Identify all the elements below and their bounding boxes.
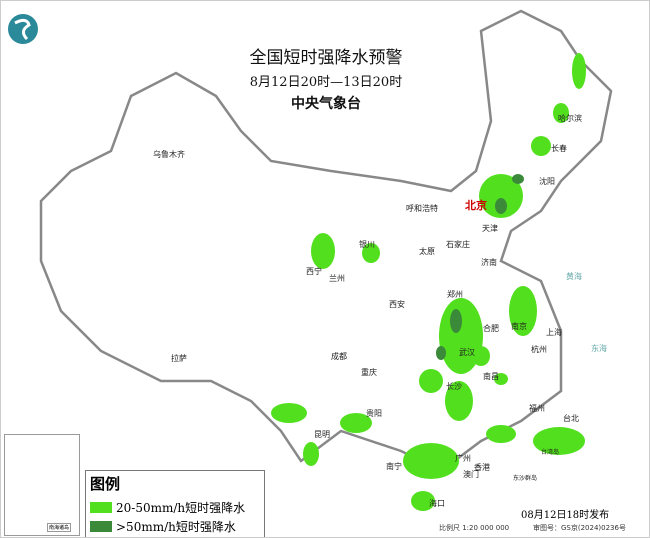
city-label: 台北 [563,414,579,423]
legend-label: >50mm/h短时强降水 [116,520,236,534]
city-label: 香港 [474,463,490,472]
rain-area [479,174,523,218]
legend-swatch [90,521,112,532]
review-number: 审图号：GS京(2024)0236号 [533,524,626,532]
legend-item: 20-50mm/h短时强降水 [90,499,245,516]
city-label: 沈阳 [539,177,555,186]
issuer: 中央气象台 [291,96,361,112]
rain-areas-20-50 [271,53,586,511]
sea-label: 东海 [591,344,607,353]
rain-area [553,103,569,123]
city-label: 杭州 [531,345,547,354]
rain-area [340,413,372,433]
map-scale: 比例尺 1:20 000 000 [439,524,510,532]
city-label: 武汉 [459,348,475,357]
city-label: 北京 [465,199,487,212]
city-label: 石家庄 [446,240,470,249]
rain-area [362,243,380,263]
rain-area [472,346,490,366]
city-label: 长沙 [446,382,462,391]
logo-icon [8,14,38,44]
rain-area [495,198,507,214]
city-label: 长春 [551,144,567,153]
city-label: 银川 [359,240,375,249]
rain-area [311,233,335,269]
legend-swatch [90,502,112,513]
rain-area [403,443,459,479]
city-label: 澳门 [463,470,479,479]
rain-area [445,381,473,421]
city-label: 哈尔滨 [558,114,582,123]
legend-label: 20-50mm/h短时强降水 [116,501,246,515]
rain-area [436,346,446,360]
city-label: 乌鲁木齐 [153,150,185,159]
city-label: 兰州 [329,274,345,283]
rain-area [509,286,537,336]
south-china-sea-inset: 南海诸岛 [4,434,80,536]
rain-area [572,53,586,89]
legend-item: >50mm/h短时强降水 [90,518,236,535]
city-label: 昆明 [314,430,330,439]
city-label: 重庆 [361,368,377,377]
rain-area [411,491,435,511]
city-label: 福州 [529,404,545,413]
city-label: 海口 [429,499,445,508]
city-label: 南宁 [386,462,402,471]
rain-area [531,136,551,156]
city-label: 天津 [482,224,498,233]
city-label: 南京 [511,322,527,331]
city-label: 西宁 [306,267,322,276]
rain-area [450,309,462,333]
city-label: 上海 [546,328,562,337]
island-label: 东沙群岛 [513,475,538,482]
rain-area [303,442,319,466]
city-label: 南昌 [483,372,499,381]
city-label: 贵阳 [366,409,382,418]
city-label: 广州 [455,454,471,463]
rain-area [512,174,524,184]
sea-label: 黄海 [566,272,582,281]
publish-time: 08月12日18时发布 [521,510,610,521]
map-title: 全国短时强降水预警 [249,48,403,68]
inset-label: 南海诸岛 [47,523,72,532]
island-label: 台湾岛 [541,449,560,456]
legend-title: 图例 [90,475,121,493]
city-label: 郑州 [447,290,463,299]
rain-area [494,373,508,385]
city-label: 济南 [481,258,497,267]
valid-period: 8月12日20时—13日20时 [249,75,403,90]
city-label: 呼和浩特 [406,204,438,213]
rain-area [419,369,443,393]
city-label: 成都 [331,352,347,361]
rain-area [439,298,483,374]
rain-area [271,403,307,423]
city-label: 合肥 [483,324,499,333]
rain-area [533,427,585,455]
legend: 图例 20-50mm/h短时强降水 >50mm/h短时强降水 [85,470,265,537]
city-label: 拉萨 [171,354,187,363]
city-label: 太原 [419,247,435,256]
rain-areas-over-50 [436,174,524,360]
city-label: 西安 [389,300,405,309]
rain-area [486,425,516,443]
